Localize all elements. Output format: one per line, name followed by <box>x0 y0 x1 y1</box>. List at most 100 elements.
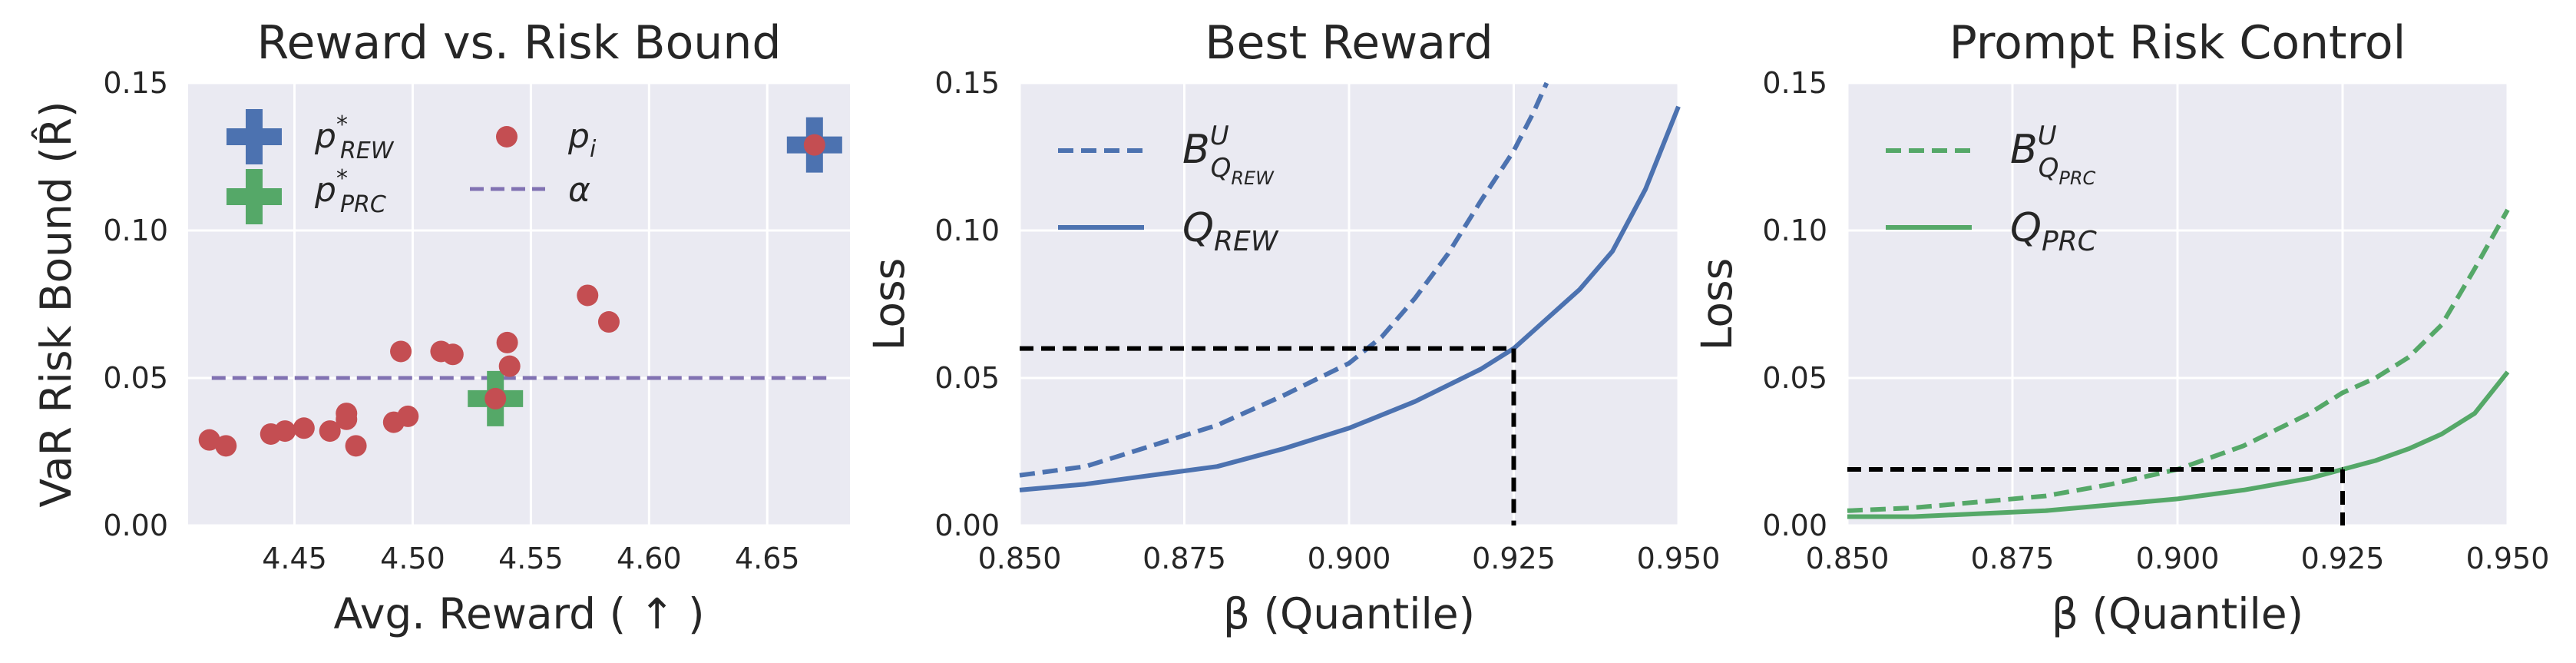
legend-label-bound-base: B <box>2010 127 2038 173</box>
data-point <box>397 405 419 427</box>
x-tick-label: 4.55 <box>498 542 564 575</box>
x-tick-label: 0.875 <box>1971 542 2055 575</box>
legend-label-alpha: α <box>568 171 590 210</box>
legend-label-p-rew-base: p <box>314 117 336 156</box>
data-point <box>390 340 412 363</box>
legend-plus-rew-v <box>246 109 263 164</box>
x-tick-label: 0.925 <box>2301 542 2385 575</box>
legend-label-quantile-base: Q <box>1182 205 1214 251</box>
legend-label-bound-sup: U <box>1210 121 1229 151</box>
svg-text:QREW: QREW <box>1182 205 1279 257</box>
legend-plus-rew <box>227 109 282 164</box>
legend: BU QREW QREW <box>1058 121 1279 257</box>
x-tick-label: 0.900 <box>1308 542 1391 575</box>
grid <box>1018 81 1680 527</box>
quantile-line <box>1847 370 2510 519</box>
x-tick-label: 4.65 <box>735 542 800 575</box>
legend-label-quantile-sub: PRC <box>2042 226 2098 257</box>
data-point <box>319 420 341 443</box>
x-axis-label: Avg. Reward ( ↑ ) <box>333 589 704 638</box>
panel-reward-vs-risk: Reward vs. Risk Bound Avg. Reward ( ↑ ) … <box>31 16 850 638</box>
svg-text:p*PRC: p* PRC <box>314 165 386 218</box>
x-tick-label: 0.925 <box>1472 542 1556 575</box>
data-point <box>597 311 620 333</box>
plot-background <box>188 83 850 525</box>
legend-marker-p-i <box>496 126 518 148</box>
panel-best-reward: Best Reward β (Quantile) Loss 0.850 0.875… <box>865 16 1720 638</box>
data-point <box>803 134 825 156</box>
grid <box>1846 81 2509 527</box>
svg-text:p*REW: p* REW <box>314 111 395 164</box>
data-point <box>215 435 237 457</box>
panel-prompt-risk-control: Prompt Risk Control β (Quantile) Loss 0.… <box>1692 16 2549 638</box>
x-tick-label: 4.50 <box>380 542 445 575</box>
y-tick-label: 0.15 <box>934 66 1000 100</box>
legend: BU QPRC QPRC <box>1886 121 2098 257</box>
quantile-line <box>1019 105 1681 492</box>
y-tick-label: 0.00 <box>934 509 1000 542</box>
legend-label-p-i-sub: i <box>590 136 597 163</box>
legend-label-bound-subsub: REW <box>1231 167 1275 189</box>
y-tick-label: 0.15 <box>1762 66 1827 100</box>
legend-marker-p-prc <box>227 169 282 224</box>
legend-label-p-prc-base: p <box>314 171 336 210</box>
x-tick-label: 4.60 <box>617 542 682 575</box>
legend-label-p-i-base: p <box>567 117 590 156</box>
legend-label-quantile-sub: REW <box>1214 226 1279 257</box>
x-tick-label: 0.850 <box>978 542 1062 575</box>
y-tick-label: 0.00 <box>103 509 168 542</box>
bound-line <box>1019 81 1549 478</box>
legend-label-quantile-base: Q <box>2010 205 2042 251</box>
y-tick-label: 0.10 <box>103 214 168 247</box>
y-axis-label: Loss <box>1692 258 1741 351</box>
y-tick-label: 0.05 <box>103 361 168 395</box>
x-tick-label: 4.45 <box>262 542 327 575</box>
svg-text:QPRC: QPRC <box>2010 205 2098 257</box>
svg-text:pi: pi <box>567 117 597 163</box>
x-axis-label: β (Quantile) <box>2052 589 2303 638</box>
legend: p* REW p* PRC pi α <box>227 109 597 224</box>
chart-title: Prompt Risk Control <box>1949 16 2406 70</box>
legend-label-bound-subsub: PRC <box>2058 167 2095 189</box>
data-point <box>484 387 507 409</box>
data-point <box>293 417 315 439</box>
y-axis-label: Loss <box>865 258 914 351</box>
legend-label-p-prc-sub: PRC <box>340 191 386 218</box>
x-axis-label: β (Quantile) <box>1223 589 1475 638</box>
data-point <box>336 408 358 430</box>
legend-plus-prc <box>227 169 282 224</box>
legend-label-bound-sup: U <box>2038 121 2057 151</box>
chart-title: Reward vs. Risk Bound <box>257 16 782 70</box>
x-tick-label: 0.875 <box>1143 542 1226 575</box>
bound-line <box>1847 208 2510 513</box>
legend-label-bound-sub: Q <box>1211 153 1232 184</box>
data-point <box>198 429 220 451</box>
legend-label-p-rew-sup: * <box>336 111 348 138</box>
y-tick-label: 0.05 <box>934 361 1000 395</box>
y-tick-label: 0.05 <box>1762 361 1827 395</box>
data-point <box>498 355 521 377</box>
x-tick-label: 0.950 <box>2466 542 2550 575</box>
y-axis-label: VaR Risk Bound (R̂) <box>31 101 81 508</box>
legend-label-p-prc-sup: * <box>336 165 348 192</box>
data-point <box>345 435 367 457</box>
y-tick-label: 0.00 <box>1762 509 1827 542</box>
x-tick-label: 0.950 <box>1637 542 1721 575</box>
data-point <box>496 331 518 353</box>
legend-plus-prc-v <box>246 169 263 224</box>
legend-label-bound-base: B <box>1182 127 1210 173</box>
y-tick-label: 0.10 <box>934 214 1000 247</box>
legend-marker-p-rew <box>227 109 282 164</box>
y-tick-label: 0.10 <box>1762 214 1827 247</box>
legend-label-p-rew-sub: REW <box>340 138 395 164</box>
data-point <box>274 420 296 443</box>
x-tick-label: 0.850 <box>1806 542 1890 575</box>
chart-title: Best Reward <box>1205 16 1493 70</box>
x-tick-label: 0.900 <box>2136 542 2220 575</box>
y-tick-label: 0.15 <box>103 66 168 100</box>
legend-label-bound-sub: Q <box>2039 153 2059 184</box>
data-point <box>577 284 599 307</box>
